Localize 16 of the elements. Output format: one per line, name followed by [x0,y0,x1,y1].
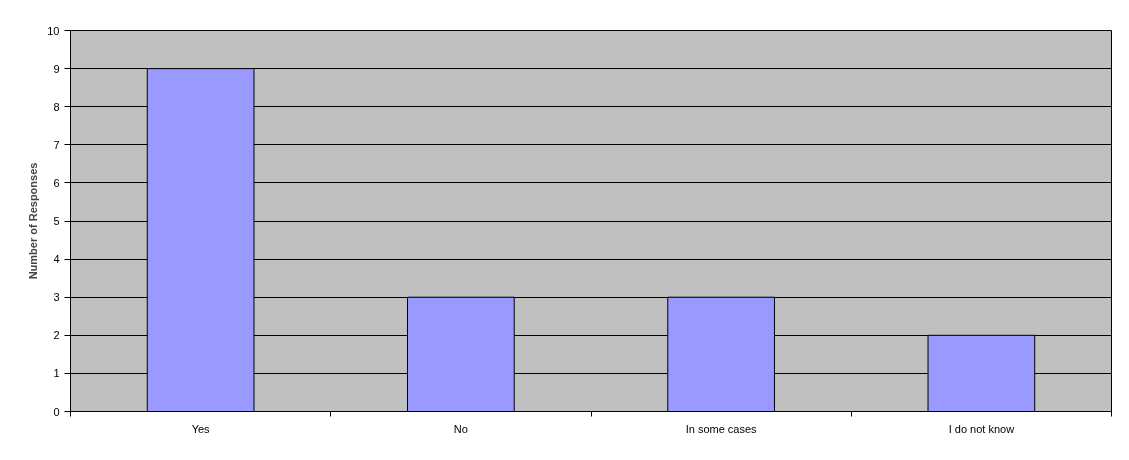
x-tick-label: I do not know [948,422,1015,435]
y-tick-label: 3 [53,291,60,304]
y-tick-label: 4 [53,253,60,266]
y-tick-label: 6 [53,176,60,189]
y-tick-label: 10 [47,24,60,37]
y-tick-label: 1 [53,367,60,380]
x-tick-label: In some cases [685,422,758,435]
y-axis-title: Number of Responses [27,162,40,280]
y-tick-label: 8 [53,100,60,113]
x-tick-label: No [453,422,468,435]
y-tick-label: 0 [53,405,60,418]
y-tick-label: 9 [53,62,60,75]
x-tick-label: Yes [191,422,211,435]
y-tick-label: 5 [53,215,60,227]
y-tick-label: 7 [53,138,60,151]
y-tick-label: 2 [53,329,60,342]
